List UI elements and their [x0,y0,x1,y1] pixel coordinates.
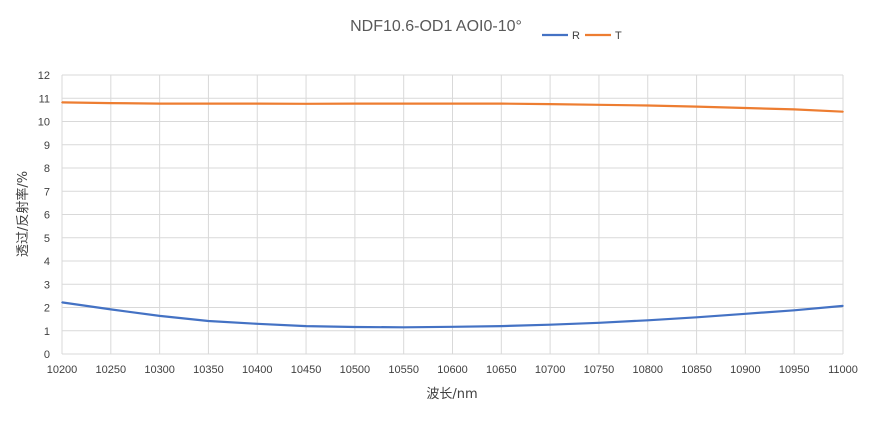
data-point-R [158,315,161,317]
x-tick-label: 11000 [828,364,858,376]
y-axis-title: 透过/反射率/% [15,171,31,257]
data-point-R [793,309,795,312]
x-tick-label: 10500 [340,364,371,376]
x-tick-label: 10750 [584,364,615,376]
data-point-T [695,105,698,108]
series-lines [61,101,844,329]
data-point-R [305,325,307,327]
x-axis-ticks: 10200 10250 10300 10350 10400 10450 10500 10550… [47,364,858,376]
data-point-R [354,326,356,328]
data-point-R [646,319,649,322]
legend-label-R: R [572,30,580,42]
data-point-R [500,325,503,327]
x-tick-label: 10950 [779,364,810,376]
data-point-T [158,102,161,105]
gridlines [61,74,844,355]
y-tick-label: 5 [44,233,50,245]
x-tick-label: 10250 [96,364,127,376]
data-point-T [402,102,405,105]
x-tick-label: 10600 [437,364,468,376]
data-point-R [61,301,63,304]
data-point-T [549,103,551,105]
data-point-R [842,305,844,307]
data-point-R [207,320,210,322]
y-tick-label: 11 [39,93,50,105]
x-tick-label: 10350 [193,364,224,376]
data-point-T [207,102,210,105]
data-point-T [744,107,747,109]
legend-label-T: T [615,30,622,42]
x-tick-label: 10450 [291,364,322,376]
chart-title: NDF10.6-OD1 AOI0-10° [350,18,522,35]
data-point-T [256,102,259,105]
data-point-T [500,102,503,105]
data-point-T [305,103,307,105]
x-tick-label: 10550 [388,364,419,376]
x-tick-label: 10400 [242,364,273,376]
y-tick-label: 4 [44,256,50,268]
y-tick-label: 8 [44,163,50,175]
y-tick-label: 6 [44,210,50,222]
data-point-T [793,108,795,111]
data-point-R [402,326,405,329]
y-tick-label: 1 [44,326,50,338]
x-axis-title: 波长/nm [426,387,477,402]
data-point-R [598,322,600,324]
data-point-R [110,308,112,311]
data-point-T [61,101,63,104]
x-tick-label: 10700 [535,364,566,376]
x-tick-label: 10300 [144,364,175,376]
data-point-T [354,102,356,105]
y-tick-label: 10 [38,117,50,129]
x-tick-label: 10800 [632,364,663,376]
y-tick-label: 9 [44,140,50,152]
x-tick-label: 10650 [486,364,517,376]
data-point-R [695,316,698,319]
data-point-T [598,103,600,106]
y-tick-label: 3 [44,279,50,291]
data-point-T [451,102,454,105]
x-tick-label: 10900 [730,364,761,376]
data-point-T [842,110,844,113]
y-tick-label: 0 [44,349,50,361]
data-point-R [256,322,259,325]
data-point-T [110,102,112,104]
data-point-R [549,323,551,326]
x-tick-label: 10200 [47,364,78,376]
data-point-R [744,312,747,315]
data-point-T [646,104,649,107]
y-tick-label: 7 [44,186,50,198]
y-tick-label: 12 [38,70,50,82]
data-point-R [451,325,454,328]
y-tick-label: 2 [44,303,50,315]
x-tick-label: 10850 [681,364,712,376]
